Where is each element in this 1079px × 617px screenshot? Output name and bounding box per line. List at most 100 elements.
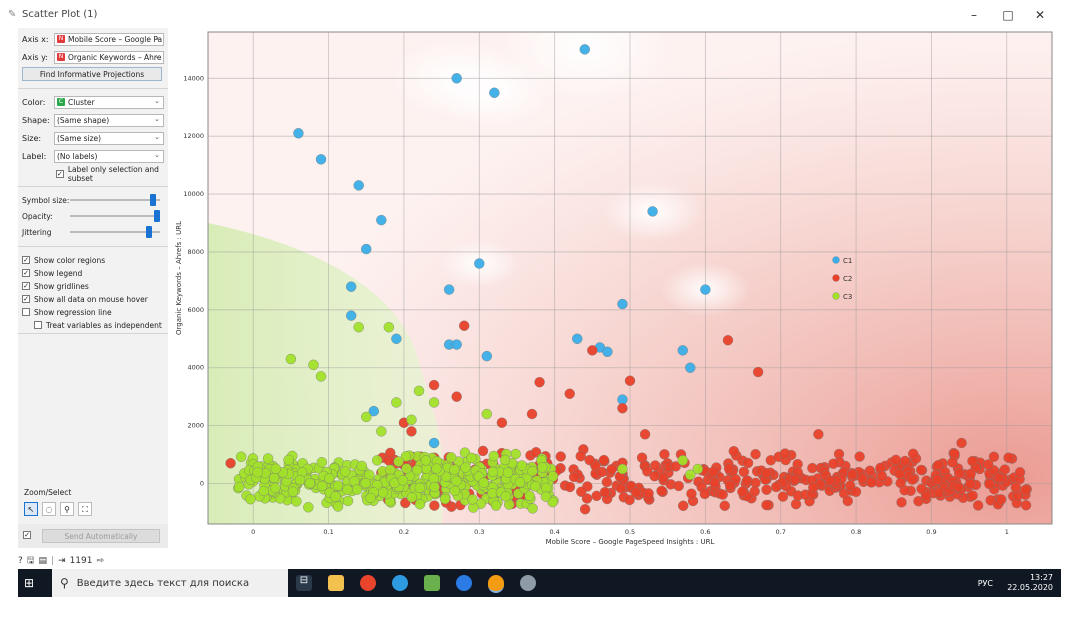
point-c2 — [657, 472, 669, 483]
point-c2 — [761, 467, 772, 479]
axis-x-select[interactable]: N Mobile Score – Google Pa ⌄ — [54, 32, 164, 46]
size-select[interactable]: (Same size) ⌄ — [54, 131, 164, 145]
axis-x-label: Axis x: — [22, 34, 49, 44]
telegram-icon[interactable] — [392, 575, 408, 591]
browser-icon[interactable] — [456, 575, 472, 591]
input-data-icon: ⇥ — [58, 556, 66, 566]
send-automatically-button[interactable]: Send Automatically — [42, 529, 160, 543]
file-explorer-icon[interactable] — [328, 575, 344, 591]
treat-variables-independent-checkbox[interactable]: Treat variables as independent — [34, 318, 162, 332]
data-points[interactable] — [225, 44, 1032, 515]
send-automatically-checkbox[interactable]: ✓ — [23, 531, 31, 539]
select-tool-button[interactable]: ↖ — [24, 502, 38, 516]
axis-y-select[interactable]: N Organic Keywords – Ahre ⌄ — [54, 50, 164, 64]
symbol-size-row: Symbol size: — [22, 193, 69, 207]
legend-marker — [832, 256, 840, 264]
point-c2 — [587, 345, 598, 356]
point-c2 — [624, 494, 635, 506]
slider-handle[interactable] — [149, 194, 156, 206]
minimize-button[interactable]: – — [971, 8, 977, 22]
keyboard-language[interactable]: РУС — [977, 579, 993, 588]
point-c3 — [527, 503, 538, 514]
chrome-icon[interactable] — [360, 575, 376, 591]
point-c3 — [527, 465, 538, 477]
point-c3 — [342, 495, 354, 507]
point-c2 — [947, 457, 958, 468]
maximize-button[interactable]: □ — [1002, 8, 1014, 22]
scatter-chart[interactable]: 0 0.1 0.2 0.3 0.4 0.5 0.6 0.7 0.8 0.9 1 0 2000 4000 60… — [172, 0, 1060, 548]
label-only-selection-checkbox[interactable]: ✓ Label only selection and subset — [56, 165, 168, 183]
point-c2 — [678, 500, 689, 511]
point-c2 — [596, 466, 608, 478]
y-tick-label: 6000 — [187, 306, 204, 314]
shape-select[interactable]: (Same shape) ⌄ — [54, 113, 164, 127]
point-c3 — [537, 462, 548, 473]
point-c1 — [361, 243, 372, 255]
app-icon[interactable] — [424, 575, 440, 591]
show-regression-line-checkbox[interactable]: Show regression line — [22, 305, 112, 319]
windows-start-icon[interactable]: ⊞ — [24, 576, 35, 590]
point-c2 — [953, 481, 964, 493]
legend-label: C1 — [843, 257, 852, 265]
save-icon[interactable]: 🖫 — [26, 556, 35, 566]
show-all-data-checkbox[interactable]: ✓ Show all data on mouse hover — [22, 292, 148, 306]
point-c3 — [692, 463, 704, 475]
close-button[interactable]: ✕ — [1034, 8, 1046, 22]
x-tick-label: 0.7 — [776, 528, 786, 536]
show-legend-checkbox[interactable]: ✓ Show legend — [22, 266, 82, 280]
point-c2 — [630, 487, 642, 498]
scatter-plot-area[interactable]: 0 0.1 0.2 0.3 0.4 0.5 0.6 0.7 0.8 0.9 1 0 2000 4000 60… — [172, 0, 1060, 548]
jittering-slider[interactable] — [70, 226, 160, 238]
zoom-tool-button[interactable]: ⚲ — [60, 502, 74, 516]
point-c2 — [564, 481, 576, 493]
legend-marker — [832, 274, 840, 282]
orange-app-icon[interactable] — [488, 575, 504, 593]
report-icon[interactable]: ▤ — [38, 556, 47, 566]
point-c3 — [488, 450, 500, 462]
checkbox-checked-icon: ✓ — [22, 256, 30, 264]
point-c2 — [790, 498, 802, 510]
point-c2 — [777, 491, 789, 502]
show-gridlines-checkbox[interactable]: ✓ Show gridlines — [22, 279, 89, 293]
point-c2 — [477, 445, 489, 457]
show-color-regions-checkbox[interactable]: ✓ Show color regions — [22, 253, 105, 267]
slider-handle[interactable] — [145, 226, 152, 238]
point-c2 — [643, 488, 654, 499]
point-c2 — [1010, 482, 1022, 493]
point-c1 — [677, 345, 688, 356]
point-c2 — [864, 465, 876, 476]
point-c3 — [332, 480, 344, 491]
point-c3 — [283, 454, 294, 466]
find-informative-projections-button[interactable]: Find Informative Projections — [22, 67, 162, 81]
point-c2 — [709, 477, 721, 489]
point-c2 — [789, 474, 801, 485]
slider-handle[interactable] — [154, 210, 160, 222]
help-icon[interactable]: ? — [18, 556, 23, 566]
show-legend-label: Show legend — [34, 268, 83, 278]
point-c1 — [391, 333, 402, 344]
point-c3 — [287, 486, 299, 497]
lasso-tool-button[interactable]: ◌ — [42, 502, 56, 516]
app-icon[interactable] — [520, 575, 536, 591]
reset-zoom-button[interactable]: ⛶ — [78, 502, 92, 516]
point-c2 — [719, 500, 730, 511]
task-view-icon[interactable]: ⊟ — [296, 575, 312, 591]
legend: C1 C2 C3 — [832, 256, 852, 301]
point-c3 — [413, 385, 425, 397]
label-select[interactable]: (No labels) ⌄ — [54, 149, 164, 163]
shape-value: (Same shape) — [57, 115, 110, 125]
point-c3 — [270, 463, 282, 474]
categorical-variable-icon: C — [57, 98, 65, 106]
point-c2 — [686, 488, 697, 499]
point-c2 — [993, 472, 1005, 483]
point-c2 — [555, 451, 566, 462]
label-only-selection-label: Label only selection and subset — [67, 165, 159, 183]
system-tray[interactable]: РУС 13:27 22.05.2020 — [978, 573, 1053, 593]
symbol-size-slider[interactable] — [70, 194, 160, 206]
opacity-slider[interactable] — [70, 210, 160, 222]
color-select[interactable]: C Cluster ⌄ — [54, 95, 164, 109]
point-c3 — [285, 353, 297, 365]
control-panel: Axis x: N Mobile Score – Google Pa ⌄ Axi… — [18, 28, 168, 548]
taskbar-search[interactable]: ⚲ Введите здесь текст для поиска — [52, 569, 288, 597]
point-c2 — [842, 495, 853, 507]
